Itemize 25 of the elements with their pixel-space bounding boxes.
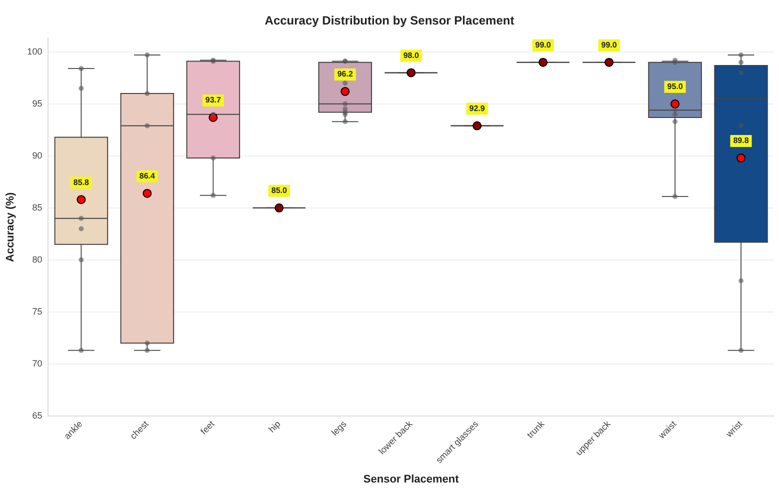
data-label: 96.2 [337, 70, 354, 79]
data-label: 99.0 [535, 40, 552, 50]
data-label: 95.0 [667, 82, 684, 92]
y-tick-label: 90 [32, 150, 42, 160]
y-tick-label: 95 [32, 98, 42, 108]
x-tick-label: feet [198, 418, 217, 437]
data-label: 93.7 [205, 96, 222, 105]
chart-title: Accuracy Distribution by Sensor Placement [264, 14, 514, 28]
x-axis-title: Sensor Placement [363, 473, 460, 486]
y-tick-label: 100 [27, 46, 42, 56]
y-tick-label: 85 [32, 202, 42, 212]
x-tick-label: hip [266, 418, 282, 434]
data-label: 98.0 [403, 50, 420, 60]
y-tick-label: 75 [32, 306, 42, 316]
y-tick-label: 80 [32, 254, 42, 264]
y-tick-label: 65 [32, 410, 42, 420]
data-label: 85.0 [271, 186, 288, 196]
y-tick-label: 70 [32, 358, 42, 368]
data-label: 85.8 [73, 178, 90, 187]
data-label: 86.4 [139, 172, 156, 181]
x-tick-label: legs [330, 418, 349, 438]
data-label: 92.9 [469, 104, 486, 113]
data-label: 89.8 [733, 136, 750, 146]
y-axis-title: Accuracy (%) [4, 192, 17, 262]
data-label: 99.0 [601, 40, 618, 50]
